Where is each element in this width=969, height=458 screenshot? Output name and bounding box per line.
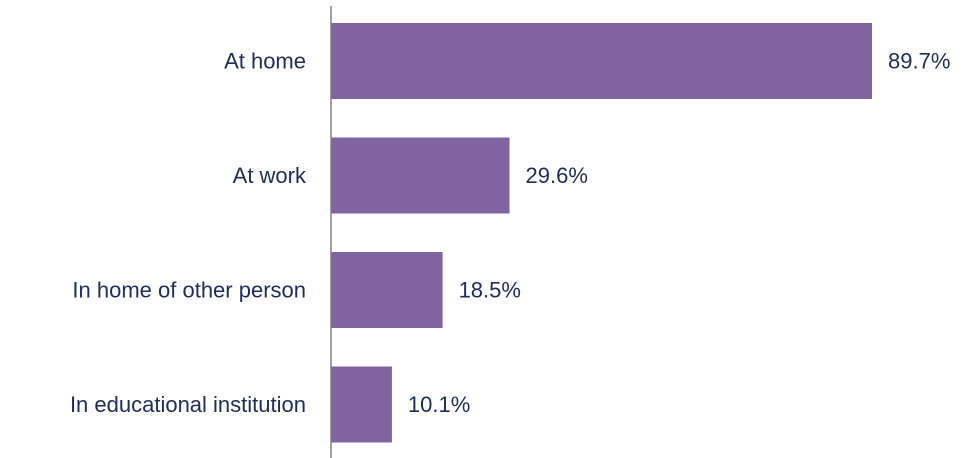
value-label: 10.1% [408, 392, 470, 417]
value-label: 29.6% [526, 163, 588, 188]
bar-2 [331, 252, 443, 328]
bars-group [331, 23, 872, 443]
category-label: At home [224, 49, 306, 74]
bar-1 [331, 137, 510, 214]
category-label: In home of other person [72, 278, 306, 303]
value-label: 18.5% [459, 278, 521, 303]
bar-3 [331, 366, 392, 443]
value-label: 89.7% [888, 49, 950, 74]
category-label: At work [233, 163, 307, 188]
labels-group: At home 89.7% At work 29.6% In home of other… [70, 49, 950, 418]
bar-0 [331, 23, 872, 99]
category-label: In educational institution [70, 392, 306, 417]
